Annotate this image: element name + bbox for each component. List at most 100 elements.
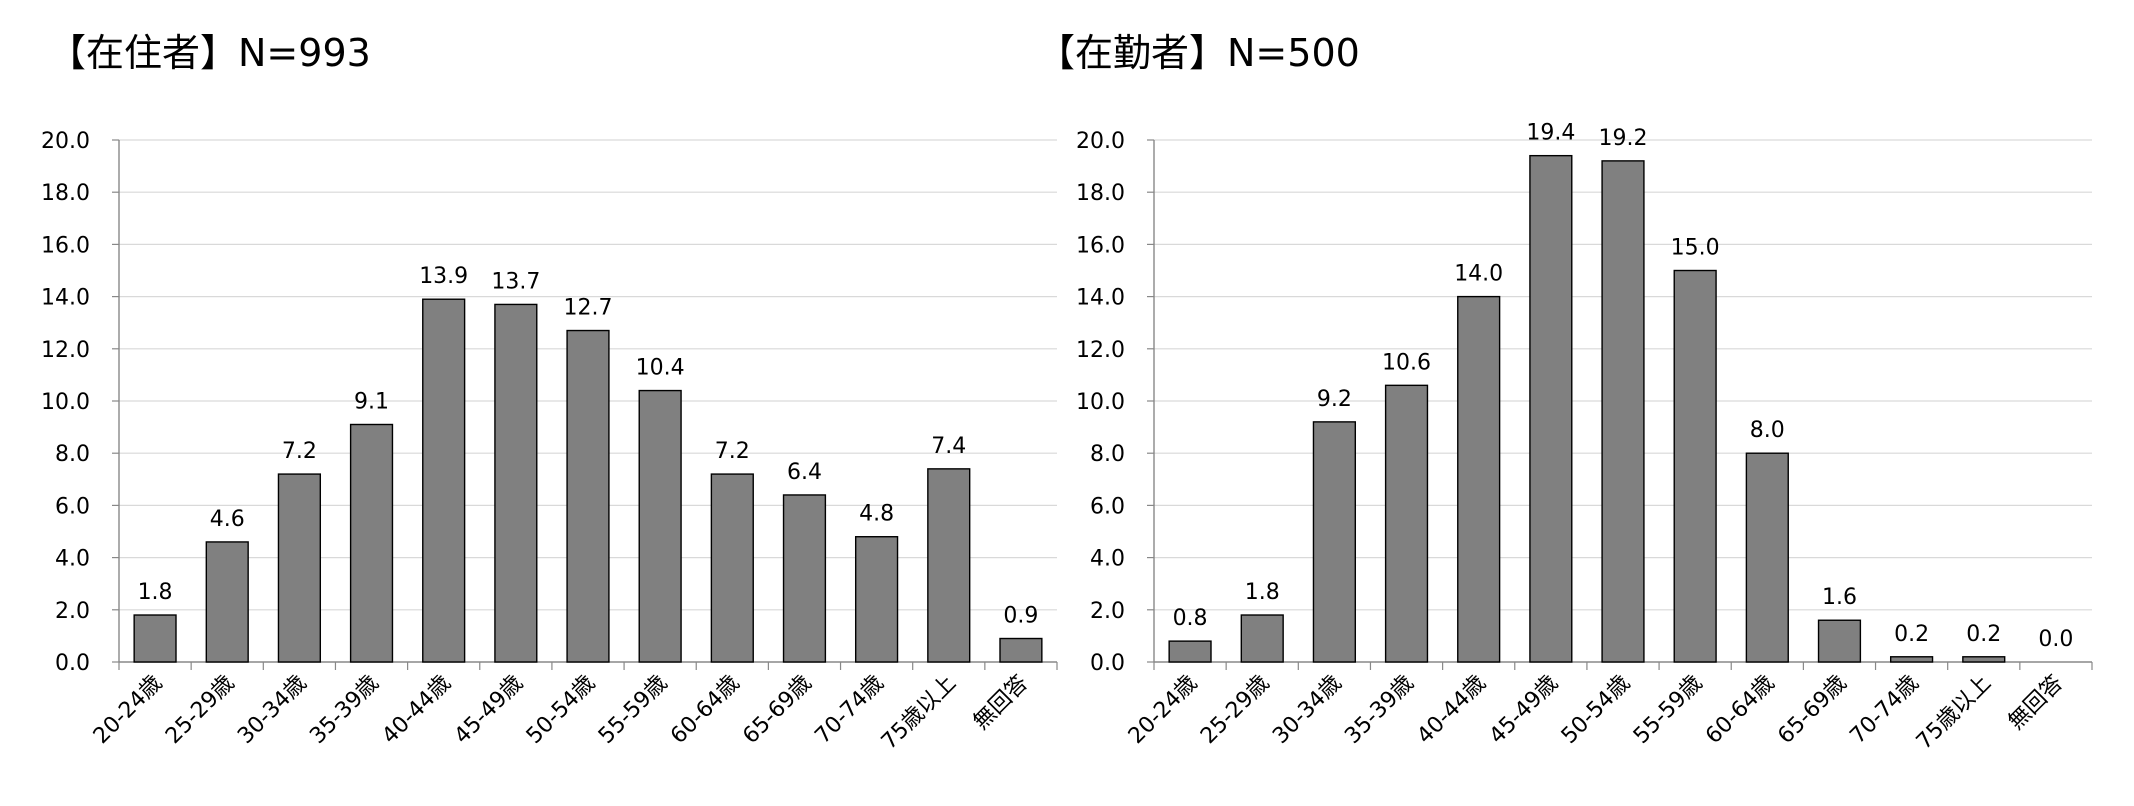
- bar: [1457, 295, 1501, 663]
- bar: [854, 536, 899, 663]
- x-tick-label: 25-29歳: [1196, 671, 1274, 749]
- bar: [999, 637, 1043, 663]
- data-label: 19.4: [1526, 121, 1575, 146]
- y-tick-label: 0.0: [1090, 651, 1125, 676]
- y-tick-label: 18.0: [1076, 181, 1125, 206]
- chart-title: 【在勤者】N=500: [1037, 31, 1360, 75]
- bar: [1384, 384, 1429, 663]
- bar: [1962, 656, 2006, 663]
- x-tick-label: 65-69歳: [738, 671, 816, 749]
- y-tick-label: 20.0: [1076, 129, 1125, 154]
- data-label: 0.2: [1966, 622, 2001, 647]
- y-tick-label: 12.0: [1076, 338, 1125, 363]
- y-tick-label: 2.0: [1090, 599, 1125, 624]
- x-tick-label: 20-24歳: [1124, 671, 1202, 749]
- x-tick-label: 50-54歳: [522, 671, 600, 749]
- chart-workers: 【在勤者】N=500 0.0 2.0 4.0 6.0 8.0 10.0 12.0 14.0 16.…: [1037, 31, 2093, 755]
- bar: [422, 298, 466, 663]
- x-tick-label: 25-29歳: [161, 671, 239, 749]
- x-tick-label: 20-24歳: [89, 671, 167, 749]
- bar: [1673, 269, 1717, 663]
- bar: [205, 541, 249, 663]
- x-tick-label: 75歳以上: [877, 671, 961, 755]
- x-tick-label: 75歳以上: [1912, 671, 1996, 755]
- bar: [349, 423, 394, 663]
- x-tick-label: 40-44歳: [1412, 671, 1490, 749]
- x-tick-label: 65-69歳: [1773, 671, 1851, 749]
- x-tick-label: 無回答: [969, 671, 1033, 735]
- y-tick-label: 16.0: [1076, 233, 1125, 258]
- y-tick-label: 10.0: [1076, 390, 1125, 415]
- y-tick-label: 8.0: [1090, 442, 1125, 467]
- y-tick-label: 16.0: [41, 233, 90, 258]
- y-tick-label: 18.0: [41, 181, 90, 206]
- data-label: 13.9: [419, 264, 468, 289]
- bar: [927, 468, 971, 663]
- x-tick-label: 40-44歳: [377, 671, 455, 749]
- bar: [494, 303, 538, 663]
- data-label: 10.6: [1382, 350, 1431, 375]
- x-tick-label: 45-49歳: [1485, 671, 1563, 749]
- data-label: 7.2: [715, 439, 750, 464]
- data-label: 0.0: [2038, 627, 2073, 652]
- y-tick-label: 8.0: [55, 442, 90, 467]
- chart-title: 【在住者】N=993: [48, 31, 371, 75]
- data-label: 0.9: [1003, 604, 1038, 629]
- data-label: 6.4: [787, 460, 822, 485]
- data-label: 14.0: [1454, 262, 1503, 287]
- x-tick-label: 60-64歳: [666, 671, 744, 749]
- x-tick-label: 50-54歳: [1557, 671, 1635, 749]
- bar: [1529, 154, 1573, 663]
- data-label: 1.8: [1245, 580, 1280, 605]
- x-tick-label: 30-34歳: [1268, 671, 1346, 749]
- data-label: 1.6: [1822, 585, 1857, 610]
- bar: [133, 614, 177, 663]
- data-label: 15.0: [1671, 236, 1720, 261]
- bar: [1745, 452, 1789, 663]
- bar: [1168, 640, 1212, 663]
- y-tick-label: 20.0: [41, 129, 90, 154]
- bar: [1817, 619, 1862, 663]
- x-tick-label: 45-49歳: [450, 671, 528, 749]
- bar: [566, 329, 610, 663]
- bar: [1601, 160, 1645, 663]
- bar: [1240, 614, 1284, 663]
- y-tick-label: 10.0: [41, 390, 90, 415]
- x-tick-label: 35-39歳: [305, 671, 383, 749]
- x-tick-label: 60-64歳: [1701, 671, 1779, 749]
- data-label: 1.8: [138, 580, 173, 605]
- y-tick-label: 4.0: [55, 547, 90, 572]
- data-label: 8.0: [1750, 418, 1785, 443]
- y-tick-label: 12.0: [41, 338, 90, 363]
- data-label: 9.2: [1317, 387, 1352, 412]
- data-label: 0.2: [1894, 622, 1929, 647]
- data-label: 19.2: [1599, 126, 1648, 151]
- data-label: 4.8: [859, 502, 894, 527]
- bar: [710, 473, 754, 663]
- y-tick-label: 6.0: [1090, 494, 1125, 519]
- bar: [1312, 421, 1357, 663]
- data-label: 12.7: [564, 296, 613, 321]
- data-label: 10.4: [636, 356, 685, 381]
- bar: [1889, 656, 1934, 663]
- y-tick-label: 6.0: [55, 494, 90, 519]
- data-label: 9.1: [354, 389, 389, 414]
- y-tick-label: 14.0: [41, 286, 90, 311]
- x-tick-label: 30-34歳: [233, 671, 311, 749]
- x-tick-label: 35-39歳: [1340, 671, 1418, 749]
- bar: [782, 494, 827, 663]
- y-tick-label: 14.0: [1076, 286, 1125, 311]
- x-tick-label: 無回答: [2004, 671, 2068, 735]
- y-tick-label: 4.0: [1090, 547, 1125, 572]
- chart-residents: 【在住者】N=993 0.0 2.0 4.0 6.0 8.0 10.0 12.0 14.0 16.…: [41, 31, 1058, 755]
- bar: [277, 473, 322, 663]
- data-label: 7.2: [282, 439, 317, 464]
- x-tick-label: 55-59歳: [1629, 671, 1707, 749]
- y-tick-label: 2.0: [55, 599, 90, 624]
- y-tick-label: 0.0: [55, 651, 90, 676]
- bar: [638, 389, 682, 663]
- data-label: 4.6: [210, 507, 245, 532]
- data-label: 0.8: [1173, 606, 1208, 631]
